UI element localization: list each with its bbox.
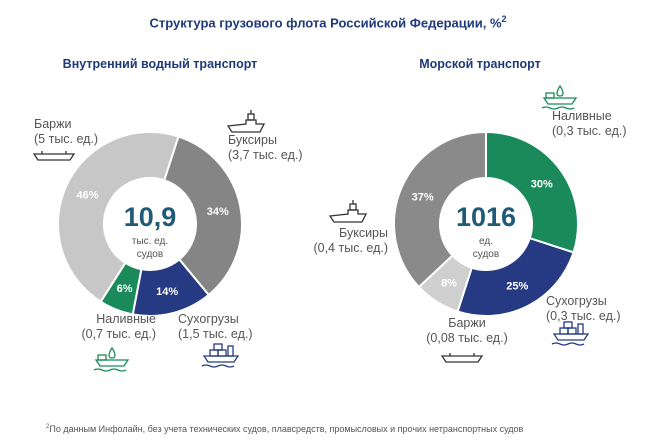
slice-value-label-right-3: 37% (412, 192, 434, 204)
donut-slice-left-3 (57, 131, 180, 304)
right-center-unit-1: ед. (479, 236, 493, 247)
label-barges-left: Баржи (5 тыс. ед.) (34, 117, 99, 146)
cargo-ship-icon (551, 321, 590, 346)
label-barges-right: Баржи (0,08 тыс. ед.) (426, 316, 508, 345)
right-center-value: 1016 (456, 202, 516, 232)
left-chart-subtitle: Внутренний водный транспорт (62, 57, 258, 71)
slice-value-label-left-1: 14% (156, 286, 178, 298)
tanker-icon (93, 346, 130, 372)
label-drycargo-left: Сухогрузы (1,5 тыс. ед.) (178, 312, 253, 341)
right-donut-chart: 30% 25% 8% 37% (393, 130, 579, 317)
chart-title: Структура грузового флота Российской Фед… (149, 14, 507, 31)
right-center-unit-2: судов (473, 249, 499, 260)
label-tugs-left: Буксиры (3,7 тыс. ед.) (228, 133, 303, 162)
footnote: 2По данным Инфолайн, без учета техническ… (46, 424, 524, 434)
label-tugs-right: Буксиры (0,4 тыс. ед.) (313, 226, 388, 255)
slice-value-label-right-0: 30% (531, 178, 553, 190)
slice-value-label-left-0: 34% (207, 206, 229, 218)
donut-slice-right-1 (456, 236, 575, 317)
left-donut-chart: 34% 14% 6% 46% (57, 131, 243, 317)
slice-value-label-left-2: 6% (117, 283, 133, 295)
left-center-value: 10,9 (124, 202, 177, 232)
donut-slice-right-0 (485, 130, 579, 254)
label-drycargo-right: Сухогрузы (0,3 тыс. ед.) (546, 294, 621, 323)
left-center-unit-1: тыс. ед. (132, 236, 168, 247)
label-tankers-left: Наливные (0,7 тыс. ед.) (81, 312, 156, 341)
slice-value-label-right-2: 8% (441, 277, 457, 289)
left-center-unit-2: судов (137, 249, 163, 260)
slice-value-label-right-1: 25% (506, 280, 528, 292)
slice-value-label-left-3: 46% (77, 190, 99, 202)
tanker-icon (541, 84, 578, 110)
cargo-ship-icon (201, 343, 240, 368)
tugboat-icon (328, 200, 368, 223)
tugboat-icon (226, 110, 266, 133)
label-tankers-right: Наливные (0,3 тыс. ед.) (552, 109, 627, 138)
barge-icon (440, 353, 484, 363)
donut-slice-left-0 (162, 135, 243, 297)
right-chart-subtitle: Морской транспорт (419, 57, 541, 71)
donut-slice-right-3 (393, 130, 487, 289)
barge-icon (32, 151, 76, 161)
